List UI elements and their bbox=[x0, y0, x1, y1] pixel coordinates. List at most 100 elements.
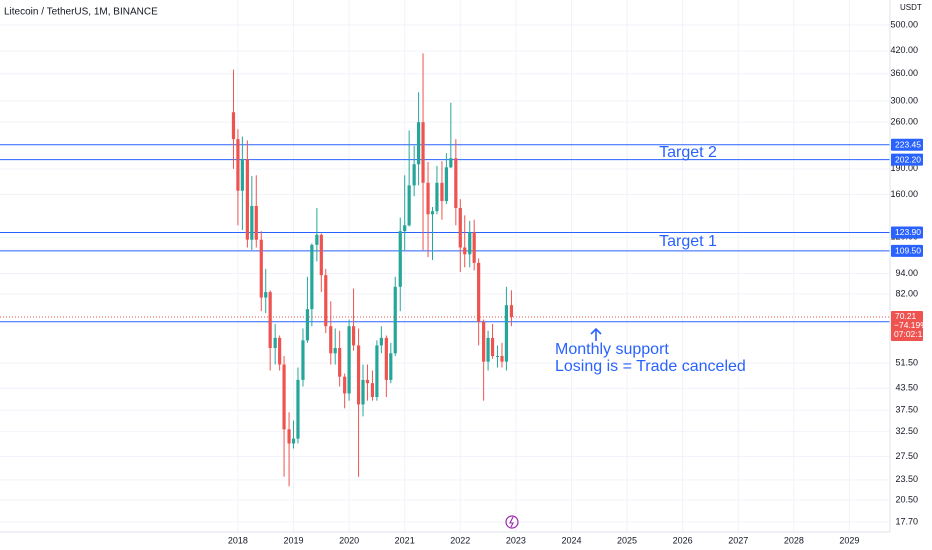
change-label: −74.19% bbox=[894, 320, 928, 330]
candle-body bbox=[343, 376, 347, 394]
candle-body bbox=[278, 337, 282, 365]
candle-body bbox=[407, 185, 411, 226]
candle-body bbox=[240, 159, 244, 191]
candle-body bbox=[509, 305, 514, 317]
candle-body bbox=[236, 139, 240, 191]
x-tick-label: 2029 bbox=[839, 535, 859, 545]
x-tick-label: 2025 bbox=[617, 535, 637, 545]
candle-body bbox=[231, 112, 236, 140]
y-tick-label: 360.00 bbox=[890, 68, 918, 78]
candle-body bbox=[264, 292, 268, 298]
candles bbox=[231, 53, 514, 487]
level-badge bbox=[891, 153, 923, 166]
event-icon[interactable] bbox=[505, 515, 519, 529]
candle-body bbox=[305, 309, 310, 341]
candle-body bbox=[398, 231, 402, 287]
y-tick-label: 37.50 bbox=[895, 405, 918, 415]
candle-body bbox=[403, 225, 407, 232]
level-label: 202.20 bbox=[895, 154, 921, 164]
annotation: Losing is = Trade canceled bbox=[555, 358, 746, 375]
level-label: 109.50 bbox=[895, 246, 921, 256]
candle-body bbox=[319, 234, 323, 276]
candle-body bbox=[486, 337, 490, 362]
candle-body bbox=[370, 383, 375, 398]
candle-body bbox=[296, 379, 300, 439]
levels bbox=[0, 144, 890, 323]
candle-body bbox=[250, 206, 254, 240]
y-tick-label: 82.00 bbox=[895, 288, 918, 298]
candle-body bbox=[245, 159, 249, 240]
candle-body bbox=[254, 206, 258, 240]
y-tick-label: 43.50 bbox=[895, 383, 918, 393]
candle-body bbox=[458, 208, 462, 248]
annotation: Target 2 bbox=[659, 144, 717, 161]
y-tick-label: 20.50 bbox=[895, 495, 918, 505]
x-tick-label: 2022 bbox=[450, 535, 470, 545]
candle-body bbox=[449, 158, 453, 168]
y-tick-label: 500.00 bbox=[890, 19, 918, 29]
y-tick-label: 260.00 bbox=[890, 117, 918, 127]
level-badge bbox=[891, 244, 923, 257]
x-tick-label: 2020 bbox=[339, 535, 359, 545]
x-tick-label: 2023 bbox=[506, 535, 526, 545]
candle-body bbox=[495, 356, 500, 358]
candle-body bbox=[435, 182, 439, 212]
candle-body bbox=[259, 239, 263, 298]
candle-body bbox=[291, 438, 296, 444]
candle-body bbox=[324, 275, 328, 327]
axes: 500.00 420.00 360.00 300.00 260.00 190.00 160.… bbox=[228, 19, 928, 545]
candle-body bbox=[315, 234, 319, 245]
y-tick-label: 190.00 bbox=[890, 163, 918, 173]
candle-body bbox=[482, 321, 486, 362]
candle-body bbox=[273, 337, 277, 348]
y-tick-label: 17.70 bbox=[895, 516, 918, 526]
candle-body bbox=[490, 337, 495, 357]
x-tick-label: 2018 bbox=[228, 535, 248, 545]
candle-body bbox=[338, 347, 342, 377]
candle-body bbox=[477, 262, 481, 322]
level-label: 123.90 bbox=[895, 227, 921, 237]
x-tick-label: 2026 bbox=[673, 535, 693, 545]
level-badge bbox=[891, 226, 923, 239]
candle-body bbox=[393, 286, 397, 354]
y-tick-label: 420.00 bbox=[890, 45, 918, 55]
candle-body bbox=[347, 326, 351, 394]
candle-body bbox=[412, 164, 416, 186]
candle-body bbox=[500, 356, 504, 362]
x-tick-label: 2019 bbox=[284, 535, 304, 545]
y-tick-label: 27.50 bbox=[895, 451, 918, 461]
candle-body bbox=[282, 364, 286, 430]
event-icon-bolt bbox=[509, 516, 514, 528]
candle-body bbox=[333, 347, 337, 354]
candle-body bbox=[389, 353, 393, 380]
candle-body bbox=[426, 182, 430, 215]
candle-body bbox=[356, 345, 361, 405]
x-tick-label: 2028 bbox=[784, 535, 804, 545]
candle-body bbox=[310, 244, 314, 310]
candle-body bbox=[472, 232, 476, 263]
y-tick-label: 94.00 bbox=[895, 268, 918, 278]
y-tick-label: 160.00 bbox=[890, 189, 918, 199]
candle-body bbox=[379, 337, 383, 346]
last-price-label: 70.21 bbox=[895, 311, 917, 321]
x-tick-label: 2027 bbox=[728, 535, 748, 545]
y-unit: USDT bbox=[900, 3, 922, 12]
y-tick-label: 51.50 bbox=[895, 357, 918, 367]
candle-body bbox=[504, 305, 509, 362]
arrow bbox=[590, 327, 602, 341]
candle-body bbox=[384, 337, 388, 380]
grid bbox=[0, 0, 890, 532]
candle-body bbox=[430, 211, 435, 215]
x-tick-label: 2024 bbox=[561, 535, 581, 545]
candle-body bbox=[421, 122, 425, 183]
chart-title: Litecoin / TetherUS, 1M, BINANCE bbox=[4, 7, 158, 18]
candle-body bbox=[440, 182, 444, 202]
y-tick-label: 32.50 bbox=[895, 426, 918, 436]
level-badge bbox=[891, 138, 923, 151]
x-tick-label: 2021 bbox=[395, 535, 415, 545]
candle-body bbox=[454, 158, 458, 209]
last-price-badge bbox=[891, 310, 923, 341]
candle-body bbox=[329, 326, 333, 354]
